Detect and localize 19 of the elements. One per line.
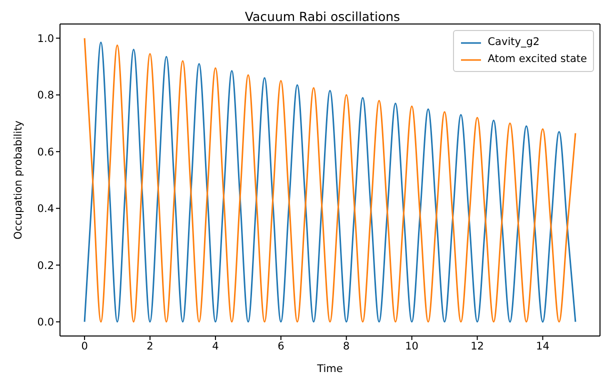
chart-title: Vacuum Rabi oscillations — [244, 9, 402, 24]
x-tick-label: 2 — [146, 340, 154, 352]
legend-label: Atom excited state — [488, 52, 587, 67]
y-tick-label: 0.4 — [37, 203, 54, 216]
x-tick-label: 8 — [343, 340, 350, 352]
y-tick-label: 0.0 — [37, 316, 54, 329]
y-tick-label: 0.2 — [37, 260, 54, 272]
x-tick-label: 6 — [278, 340, 285, 352]
y-tick-label: 0.8 — [37, 90, 54, 102]
y-tick-label: 0.6 — [37, 146, 54, 158]
x-tick-label: 4 — [212, 340, 220, 352]
x-tick-label: 12 — [470, 340, 484, 352]
x-tick-label: 0 — [81, 340, 88, 352]
x-tick-label: 10 — [405, 340, 419, 352]
legend-label: Cavity_g2 — [488, 35, 540, 50]
y-axis-title: Occupation probability — [12, 120, 25, 240]
x-tick-label: 14 — [536, 340, 550, 352]
x-axis-title: Time — [316, 363, 343, 375]
y-tick-label: 1.0 — [37, 32, 54, 45]
